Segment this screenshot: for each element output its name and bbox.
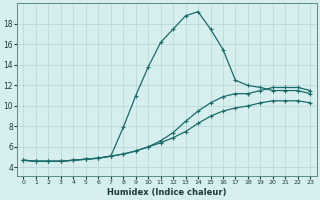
X-axis label: Humidex (Indice chaleur): Humidex (Indice chaleur): [107, 188, 227, 197]
